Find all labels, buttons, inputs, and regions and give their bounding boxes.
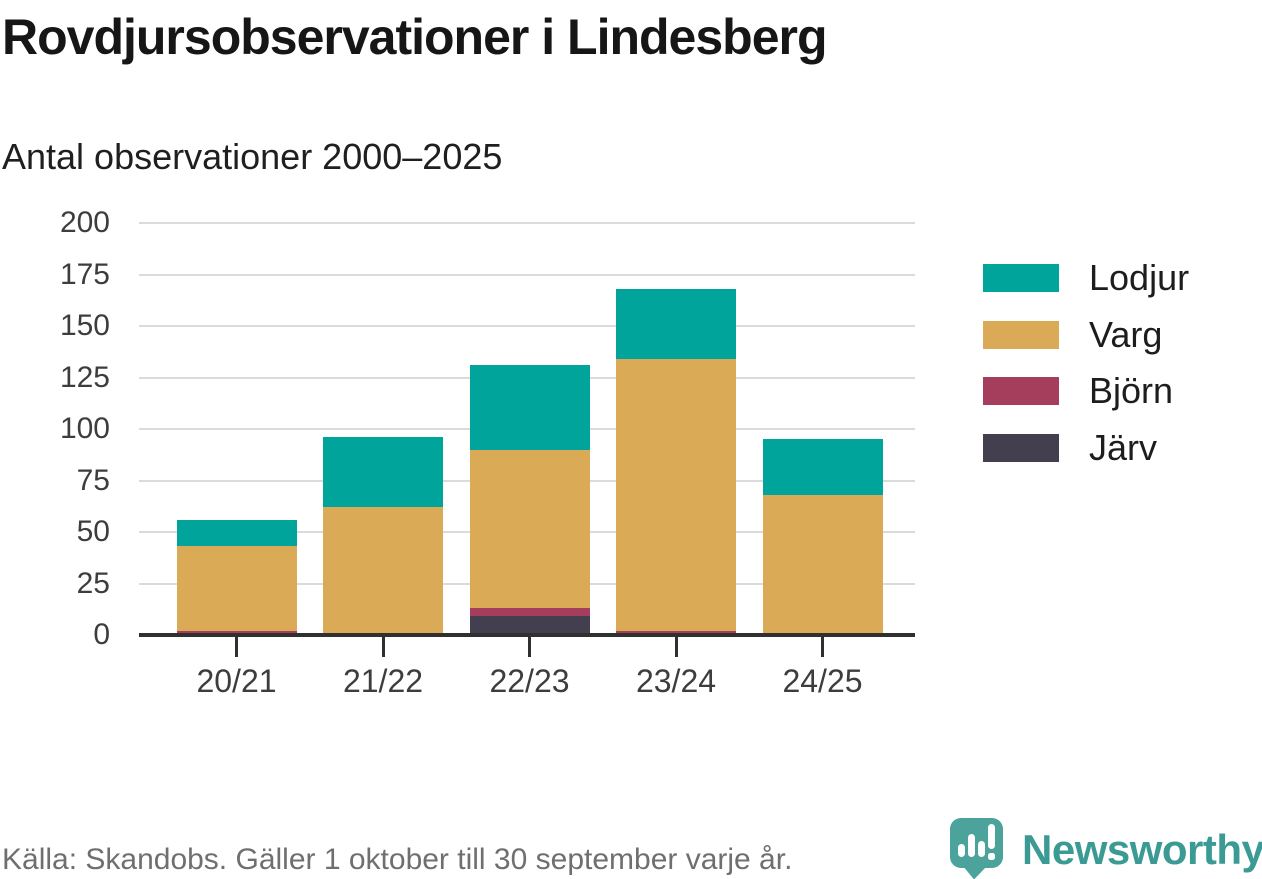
bar-segment-lodjur-23-24 [616,288,736,359]
bar-segment-varg-22-23 [469,449,590,609]
y-tick-label-0: 0 [93,618,110,651]
bar-segment-bjorn-20-21 [176,630,297,635]
bar-segment-jarv-22-23 [469,616,590,635]
x-axis-line [139,633,915,637]
y-tick-label-75: 75 [76,463,110,497]
y-tick-label-50: 50 [76,515,110,548]
x-tick-label-20-21: 20/21 [196,663,277,699]
y-tick-label-150: 150 [59,309,110,342]
legend-swatch-jarv [983,434,1059,463]
legend-label-lodjur: Lodjur [1089,257,1190,298]
legend-label-bjorn: Björn [1089,370,1174,412]
x-tick-24-25 [821,637,824,657]
y-tick-label-25: 25 [76,566,110,600]
x-tick-label-23-24: 23/24 [635,663,717,699]
bar-segment-bjorn-23-24 [616,630,736,635]
y-tick-label-175: 175 [59,257,110,291]
legend-item-varg: Varg [983,314,1162,355]
y-tick-label-125: 125 [59,360,110,394]
page-title: Rovdjursobservationer i Lindesberg [2,9,828,65]
x-tick-23-24 [674,637,678,657]
bar-segment-lodjur-24-25 [762,439,883,495]
gridline-200 [139,222,915,224]
legend-item-jarv: Järv [983,427,1157,468]
gridline-150 [139,325,915,327]
y-tick-label-200: 200 [59,206,110,239]
legend-label-varg: Varg [1089,313,1163,355]
newsworthy-bubble-icon [950,818,1003,879]
bar-segment-bjorn-22-23 [469,608,590,617]
bar-segment-lodjur-22-23 [469,365,590,450]
legend-swatch-bjorn [983,377,1059,406]
x-tick-22-23 [528,637,531,657]
bar-segment-varg-20-21 [176,546,297,631]
legend-label-jarv: Järv [1089,427,1158,469]
bar-segment-lodjur-20-21 [176,519,297,547]
legend-item-bjorn: Björn [983,370,1173,411]
gridline-175 [139,273,915,276]
legend-swatch-varg [983,320,1059,349]
chart-subtitle: Antal observationer 2000–2025 [2,136,503,177]
legend-swatch-lodjur [983,264,1059,292]
x-tick-label-21-22: 21/22 [342,663,424,699]
source-note: Källa: Skandobs. Gäller 1 oktober till 3… [2,843,793,876]
bar-segment-varg-21-22 [323,507,443,635]
x-tick-20-21 [235,637,238,657]
newsworthy-logo: Newsworthy [944,814,1262,879]
newsworthy-wordmark: Newsworthy [1022,826,1262,873]
x-tick-label-24-25: 24/25 [782,663,863,699]
y-tick-label-100: 100 [59,412,110,445]
plot-area: 20/21 21/22 22/23 23/24 24/25 [139,222,915,699]
x-tick-21-22 [381,637,385,657]
bar-segment-lodjur-21-22 [323,437,443,508]
x-tick-label-22-23: 22/23 [489,663,570,699]
bar-segment-varg-23-24 [616,358,736,631]
legend-item-lodjur: Lodjur [983,257,1189,298]
bar-segment-varg-24-25 [762,494,883,635]
